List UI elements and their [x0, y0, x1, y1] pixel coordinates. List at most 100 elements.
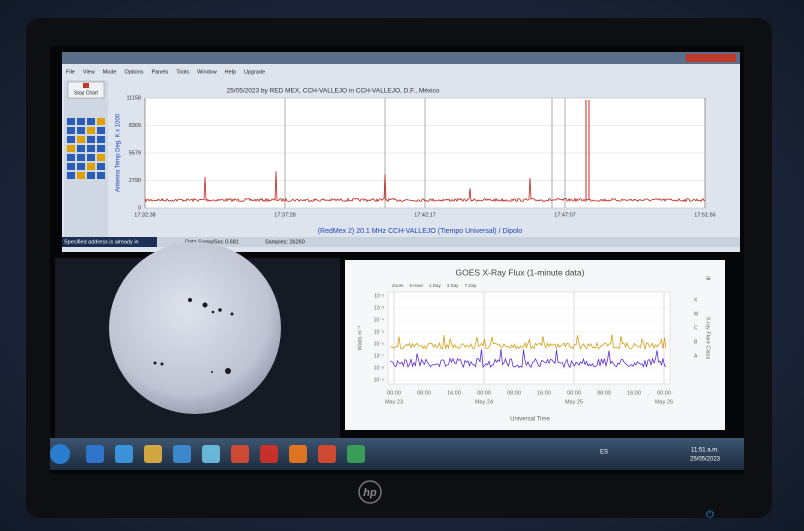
zoom-button[interactable]: 3 Day [447, 283, 460, 288]
goes-panel: GOES X-Ray Flux (1-minute data) ≡ Zoom 6 … [345, 260, 725, 430]
x-tick-label: 08:00 [507, 390, 521, 396]
long-wave-trace [389, 334, 667, 351]
tool-button[interactable] [97, 145, 105, 152]
title-bar [62, 52, 740, 64]
stop-icon [83, 83, 89, 88]
x-tick-date: May 23 [385, 399, 403, 405]
zoom-button: Zoom [392, 283, 404, 288]
y-tick-label: 10⁻⁴ [374, 317, 384, 323]
menu-item[interactable]: View [83, 69, 95, 75]
taskbar: ES 11:51 a.m. 25/05/2023 [50, 438, 744, 470]
zoom-button[interactable]: 7 Day [465, 283, 478, 288]
y-tick-label: 0 [138, 205, 141, 211]
x-tick-label: 00:00 [387, 390, 401, 396]
tool-button[interactable] [87, 136, 95, 143]
y-tick-label: 10⁻⁵ [374, 329, 384, 335]
tool-button[interactable] [87, 145, 95, 152]
tool-button[interactable] [77, 118, 85, 125]
taskbar-icon[interactable] [318, 445, 336, 463]
tool-button[interactable] [77, 172, 85, 179]
stop-button[interactable] [67, 81, 105, 99]
tool-button[interactable] [67, 154, 75, 161]
x-tick-label: 16:00 [537, 390, 551, 396]
taskbar-icon[interactable] [260, 445, 278, 463]
radio-window: File View Mode Options Panels Tools Window Help… [62, 52, 740, 252]
taskbar-icon[interactable] [144, 445, 162, 463]
window-controls[interactable] [686, 54, 736, 62]
menu-item[interactable]: Help [225, 69, 236, 75]
tool-button[interactable] [77, 145, 85, 152]
tool-button[interactable] [67, 163, 75, 170]
menu-item[interactable]: Mode [103, 69, 117, 75]
taskbar-icon[interactable] [347, 445, 365, 463]
menu-icon[interactable]: ≡ [706, 274, 711, 283]
tool-button[interactable] [87, 118, 95, 125]
brand: hp [363, 487, 377, 499]
chart-title: 25/05/2023 by RED MEX, CCH-VALLEJO in CC… [227, 88, 440, 95]
clock-time[interactable]: 11:51 a.m. [691, 448, 719, 454]
power-button[interactable]: ⏻ [706, 510, 714, 521]
radio-trace [144, 171, 706, 203]
menu-item[interactable]: Options [124, 69, 143, 75]
tool-button[interactable] [77, 127, 85, 134]
zoom-button[interactable]: 6 Hour [410, 283, 424, 288]
zoom-button[interactable]: 1 Day [429, 283, 442, 288]
taskbar-icon[interactable] [289, 445, 307, 463]
flare-class: B [694, 339, 698, 345]
taskbar-icon[interactable] [115, 445, 133, 463]
tool-button[interactable] [77, 154, 85, 161]
tool-button[interactable] [67, 136, 75, 143]
flare-class: C [694, 325, 698, 331]
menu-item[interactable]: Panels [151, 69, 168, 75]
status-rate: Data Samp/Sec 0.681 [185, 239, 239, 245]
tool-button[interactable] [97, 118, 105, 125]
y-tick-label: 10⁻² [374, 293, 384, 299]
clock-date[interactable]: 25/05/2023 [690, 457, 721, 463]
y-tick-label: 10⁻⁶ [374, 341, 384, 347]
x-tick-label: 16:00 [627, 390, 641, 396]
short-wave-trace [389, 349, 667, 369]
tool-button[interactable] [67, 118, 75, 125]
tool-button[interactable] [97, 136, 105, 143]
tool-button[interactable] [97, 172, 105, 179]
menu-item[interactable]: Window [197, 69, 217, 75]
tool-button[interactable] [67, 127, 75, 134]
tool-button[interactable] [87, 154, 95, 161]
menu-item[interactable]: Upgrade [244, 69, 265, 75]
tool-button[interactable] [97, 163, 105, 170]
tool-button[interactable] [87, 172, 95, 179]
taskbar-icon[interactable] [86, 445, 104, 463]
goes-title: GOES X-Ray Flux (1-minute data) [456, 267, 585, 277]
language[interactable]: ES [600, 450, 608, 456]
y-tick-label: 10⁻⁷ [374, 353, 384, 359]
status-message-box [62, 237, 157, 247]
y-tick-label: 11158 [127, 95, 141, 101]
taskbar-icon[interactable] [202, 445, 220, 463]
menu-item[interactable]: Tools [176, 69, 189, 75]
tool-button[interactable] [97, 154, 105, 161]
x-tick-label: 17:37:28 [274, 212, 295, 218]
menu-item[interactable]: File [66, 69, 75, 75]
x-tick-label: 17:51:56 [694, 212, 715, 218]
goes-x-label: Universal Time [510, 417, 550, 423]
tool-button[interactable] [87, 127, 95, 134]
start-button[interactable] [50, 444, 70, 464]
x-tick-date: May 25 [565, 399, 583, 405]
x-tick-label: 08:00 [597, 390, 611, 396]
flare-class: A [694, 353, 698, 359]
tool-button[interactable] [77, 136, 85, 143]
taskbar-icon[interactable] [231, 445, 249, 463]
tool-button[interactable] [67, 145, 75, 152]
flare-class: X [694, 297, 698, 303]
tool-button[interactable] [67, 172, 75, 179]
x-tick-date: May 24 [475, 399, 493, 405]
tool-button[interactable] [77, 163, 85, 170]
tool-button[interactable] [97, 127, 105, 134]
y-tick-label: 10⁻⁹ [374, 377, 384, 383]
status-bar [62, 237, 740, 247]
x-tick-label: 16:00 [447, 390, 461, 396]
caption: (RedMex 2) 20.1 MHz CCH-VALLEJO (Tiempo … [318, 228, 523, 235]
taskbar-icon[interactable] [173, 445, 191, 463]
brand-logo [358, 480, 382, 504]
tool-button[interactable] [87, 163, 95, 170]
